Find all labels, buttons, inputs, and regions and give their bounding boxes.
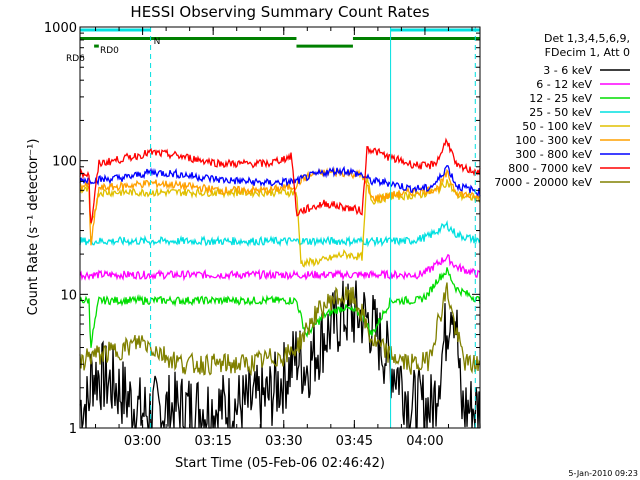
y-tick-label-1: 1 bbox=[69, 422, 77, 437]
series-line-4 bbox=[79, 220, 481, 248]
y-tick-label-3: 100 bbox=[52, 155, 77, 170]
legend-label-5: 50 - 100 keV bbox=[522, 120, 592, 133]
chart-title: HESSI Observing Summary Count Rates bbox=[130, 3, 429, 21]
x-tick-label-3: 03:30 bbox=[265, 434, 302, 449]
series-line-7 bbox=[79, 165, 481, 197]
status-label-1: N bbox=[154, 37, 161, 47]
y-axis-ticks: 1 10 100 1000 bbox=[44, 21, 480, 437]
status-label-2: RD0 bbox=[100, 46, 119, 56]
y-axis-label: Count Rate (s⁻¹ detector⁻¹) bbox=[26, 139, 41, 316]
x-tick-label-5: 04:00 bbox=[406, 434, 443, 449]
vertical-markers bbox=[150, 27, 476, 428]
y-tick-label-4: 1000 bbox=[44, 21, 77, 36]
series-line-5 bbox=[79, 175, 481, 268]
legend-header-1: Det 1,3,4,5,6,9, bbox=[544, 32, 630, 45]
x-tick-label-2: 03:15 bbox=[194, 434, 231, 449]
status-label-4: RD6 bbox=[66, 54, 85, 64]
series-line-2 bbox=[79, 253, 481, 282]
legend-label-3: 12 - 25 keV bbox=[529, 92, 592, 105]
series-line-8 bbox=[79, 137, 481, 224]
series-line-3 bbox=[79, 267, 481, 348]
footer-timestamp: 5-Jan-2010 09:23 bbox=[568, 469, 638, 478]
legend-label-2: 6 - 12 keV bbox=[536, 78, 592, 91]
status-bars: N RD0 RD6 bbox=[66, 28, 480, 64]
series-layer bbox=[79, 137, 481, 429]
legend-label-9: 7000 - 20000 keV bbox=[494, 176, 592, 189]
series-line-1 bbox=[79, 280, 481, 429]
legend-label-6: 100 - 300 keV bbox=[515, 134, 592, 147]
legend-header-2: FDecim 1, Att 0 bbox=[545, 46, 630, 59]
series-line-9 bbox=[79, 282, 481, 376]
x-axis-ticks: 03:00 03:15 03:30 03:45 04:00 bbox=[95, 27, 473, 449]
plot-frame bbox=[79, 26, 481, 429]
x-tick-label-4: 03:45 bbox=[336, 434, 373, 449]
x-tick-label-1: 03:00 bbox=[124, 434, 161, 449]
y-tick-label-2: 10 bbox=[60, 288, 77, 303]
legend-label-4: 25 - 50 keV bbox=[529, 106, 592, 119]
series-line-6 bbox=[79, 167, 481, 246]
legend-label-1: 3 - 6 keV bbox=[543, 64, 592, 77]
legend-label-7: 300 - 800 keV bbox=[515, 148, 592, 161]
legend-label-8: 800 - 7000 keV bbox=[508, 162, 592, 175]
x-axis-label: Start Time (05-Feb-06 02:46:42) bbox=[175, 456, 385, 471]
